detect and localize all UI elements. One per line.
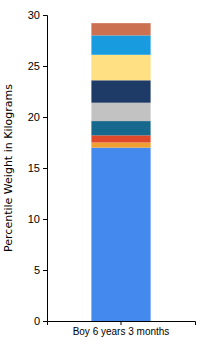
bars: [91, 23, 150, 321]
y-tick-mark: [43, 321, 47, 322]
y-tick: 20: [28, 111, 47, 123]
y-tick: 15: [28, 162, 47, 174]
x-tick-mark: [121, 321, 122, 325]
x-axis: Boy 6 years 3 months: [48, 321, 196, 337]
x-tick: Boy 6 years 3 months: [73, 321, 170, 337]
bar-segment: [91, 55, 150, 81]
x-axis-line: [48, 322, 196, 326]
y-tick: 5: [34, 264, 47, 276]
bar-segment: [91, 135, 150, 142]
y-tick-mark: [43, 219, 47, 220]
y-tick-label: 10: [28, 213, 40, 225]
y-tick: 0: [34, 315, 47, 327]
y-tick-label: 0: [34, 315, 40, 327]
y-tick: 10: [28, 213, 47, 225]
plot: 0 5 10 15 20 25 30 Boy 6 years 3 months: [28, 9, 196, 337]
y-tick-label: 20: [28, 111, 40, 123]
bar-segment: [91, 35, 150, 54]
bar-segment: [91, 23, 150, 35]
bar-segment: [91, 148, 150, 321]
y-tick-mark: [43, 66, 47, 67]
y-axis-title: Percentile Weight in Kilograms: [2, 84, 15, 252]
y-axis: 0 5 10 15 20 25 30: [28, 9, 48, 327]
bar-segment: [91, 103, 150, 121]
y-tick-label: 30: [28, 9, 40, 21]
bar-segment: [91, 121, 150, 135]
y-tick-mark: [43, 168, 47, 169]
y-tick-mark: [43, 270, 47, 271]
bar-segment: [91, 80, 150, 102]
y-tick-label: 5: [34, 264, 40, 276]
y-tick: 25: [28, 60, 47, 72]
bar-segment: [91, 143, 150, 148]
y-tick-mark: [43, 117, 47, 118]
y-tick-label: 15: [28, 162, 40, 174]
x-tick-label: Boy 6 years 3 months: [73, 326, 170, 337]
chart: 0 5 10 15 20 25 30 Boy 6 years 3 months Percenti…: [0, 0, 200, 350]
y-tick-mark: [43, 15, 47, 16]
y-tick-label: 25: [28, 60, 40, 72]
y-tick: 30: [28, 9, 47, 21]
y-axis-line: [43, 16, 48, 322]
